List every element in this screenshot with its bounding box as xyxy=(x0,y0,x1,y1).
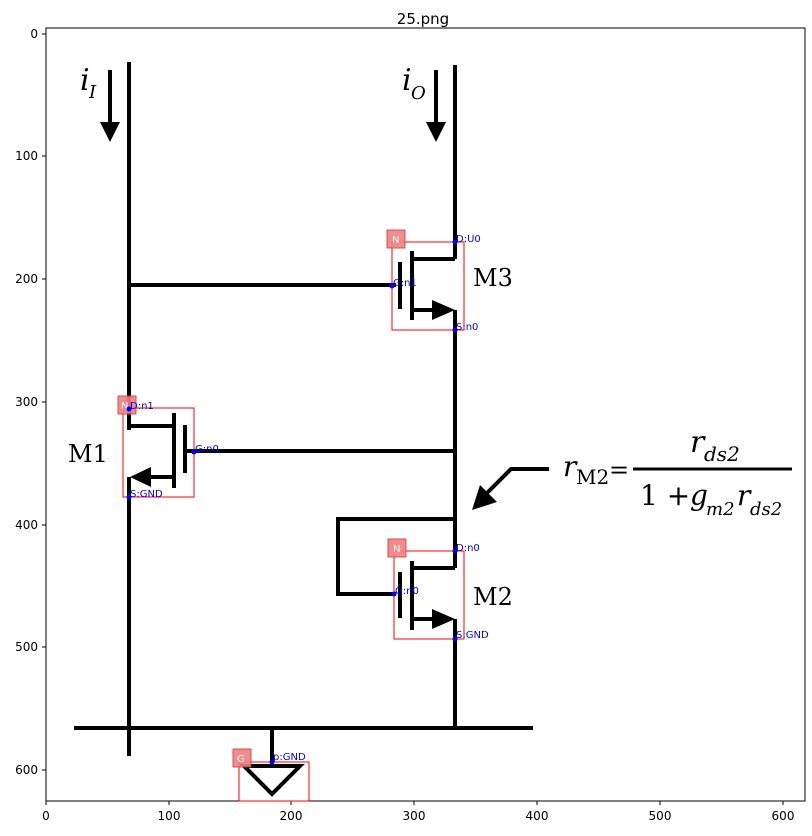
annotation-overlays: N D:U0 G:n1 S:n0 N D:n1 G:n0 S:GND N D:n… xyxy=(117,229,489,802)
m3-type-tag-text: N xyxy=(392,235,399,246)
m2-label: M2 xyxy=(473,583,513,611)
svg-text:I: I xyxy=(88,82,97,103)
ground-symbol xyxy=(239,764,305,797)
gnd-port-marker xyxy=(269,759,275,765)
y-tick-label: 600 xyxy=(15,763,38,777)
svg-text:m2: m2 xyxy=(706,499,735,520)
svg-text:r: r xyxy=(563,450,578,483)
m2-type-tag xyxy=(387,538,407,558)
x-tick-label: 0 xyxy=(42,809,50,823)
m3-gate-label: G:n1 xyxy=(393,278,417,289)
circuit-schematic: i I i O M3 xyxy=(68,62,792,797)
input-current-label: i I xyxy=(80,63,97,103)
svg-text:M2: M2 xyxy=(576,465,609,489)
y-tick-label: 500 xyxy=(15,640,38,654)
m3-drain-marker xyxy=(452,239,458,245)
x-tick-label: 300 xyxy=(403,809,426,823)
y-tick-label: 200 xyxy=(15,272,38,286)
y-tick-label: 0 xyxy=(30,27,38,41)
output-current-label: i O xyxy=(402,63,426,104)
svg-text:g: g xyxy=(690,479,708,512)
m3-type-tag xyxy=(386,229,406,249)
m3-gate-marker xyxy=(389,283,395,289)
m3-drain-label: D:U0 xyxy=(456,234,481,245)
m2-drain-marker xyxy=(452,548,458,554)
gnd-type-tag-text: G xyxy=(237,754,245,765)
axes-frame xyxy=(45,27,806,802)
x-axis: 0 100 200 300 400 500 600 xyxy=(42,801,794,823)
x-tick-label: 500 xyxy=(649,809,672,823)
svg-text:r: r xyxy=(690,425,706,460)
m1-type-tag xyxy=(117,395,137,415)
output-current-arrow xyxy=(426,70,446,142)
y-axis: 0 100 200 300 400 500 600 xyxy=(15,27,46,777)
m1-drain-marker xyxy=(126,406,132,412)
m1-source-label: S:GND xyxy=(130,489,163,500)
x-tick-label: 600 xyxy=(772,809,795,823)
m3-label: M3 xyxy=(473,264,513,292)
m2-source-label: S:GND xyxy=(456,630,489,641)
impedance-formula: r M2 = r ds2 1 + g m2 r ds2 xyxy=(563,425,792,520)
svg-text:ds2: ds2 xyxy=(704,442,740,466)
y-tick-label: 100 xyxy=(15,149,38,163)
svg-text:i: i xyxy=(80,63,90,98)
m1-label: M1 xyxy=(68,440,108,468)
svg-text:1 +: 1 + xyxy=(640,479,690,512)
m1-gate-label: G:n0 xyxy=(195,444,219,455)
transistor-m3 xyxy=(398,251,457,330)
m1-type-tag-text: N xyxy=(121,401,128,412)
gnd-port-label: p:GND xyxy=(273,752,306,763)
svg-text:ds2: ds2 xyxy=(750,499,782,520)
m2-drain-label: D:n0 xyxy=(456,543,480,554)
impedance-arrow xyxy=(472,467,549,510)
input-current-arrow xyxy=(100,70,120,142)
m1-source-marker xyxy=(126,494,132,500)
m2-diode-wire xyxy=(336,517,455,596)
x-tick-label: 100 xyxy=(158,809,181,823)
m2-gate-marker xyxy=(391,591,397,597)
m2-source-marker xyxy=(452,636,458,642)
m2-gate-label: G:n0 xyxy=(395,586,419,597)
svg-text:r: r xyxy=(737,479,752,512)
svg-text:=: = xyxy=(609,456,629,484)
y-tick-label: 300 xyxy=(15,395,38,409)
figure-title: 25.png xyxy=(397,10,449,28)
y-tick-label: 400 xyxy=(15,518,38,532)
transistor-m1 xyxy=(127,413,187,756)
m3-source-marker xyxy=(452,327,458,333)
m1-drain-label: D:n1 xyxy=(130,401,154,412)
gnd-type-tag xyxy=(232,748,252,768)
svg-text:O: O xyxy=(411,83,426,104)
m2-type-tag-text: N xyxy=(393,544,400,555)
m1-gate-marker xyxy=(191,449,197,455)
svg-text:i: i xyxy=(402,63,412,98)
x-tick-label: 200 xyxy=(280,809,303,823)
x-tick-label: 400 xyxy=(526,809,549,823)
m3-source-label: S:n0 xyxy=(456,322,478,333)
